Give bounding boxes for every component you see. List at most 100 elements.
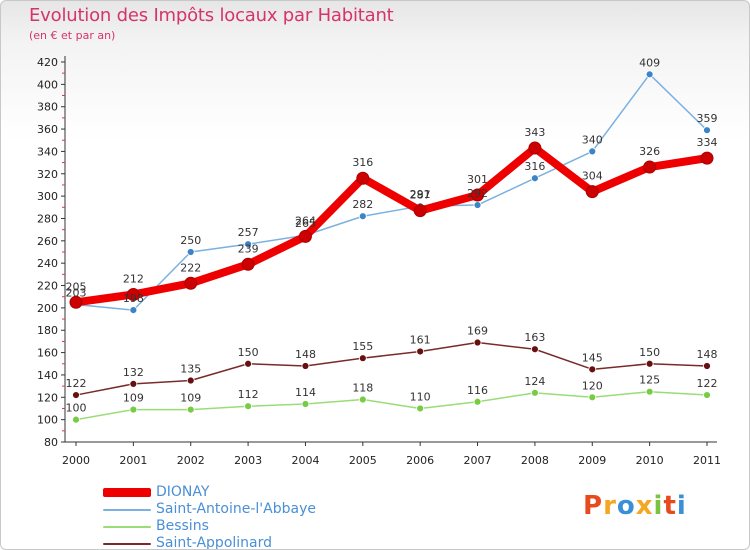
data-label-saint-antoine-l-abbaye: 198 [123,292,144,305]
y-tick-label: 380 [37,101,58,114]
data-label-saint-appolinard: 155 [352,340,373,353]
y-tick-label: 260 [37,235,58,248]
data-label-dionay: 264 [295,214,316,227]
legend-label: DIONAY [156,484,210,500]
data-label-bessins: 109 [123,392,144,405]
data-point-dionay [700,151,714,165]
chart-title: Evolution des Impôts locaux par Habitant [29,5,394,26]
series-line-saint-antoine-l-abbaye [75,73,708,311]
data-point-saint-antoine-l-abbaye [703,126,711,135]
x-tick-label: 2001 [119,454,147,467]
y-tick-label: 180 [37,324,58,337]
data-label-saint-appolinard: 132 [123,366,144,379]
data-label-bessins: 125 [639,374,660,387]
data-label-saint-appolinard: 148 [295,348,316,361]
data-point-bessins [416,404,425,413]
y-tick-label: 280 [37,212,58,225]
y-tick-label: 160 [37,347,58,360]
logo-letter: r [603,491,617,521]
x-tick-label: 2007 [464,454,492,467]
data-point-saint-appolinard [703,362,711,370]
data-label-saint-appolinard: 145 [582,351,603,364]
data-point-bessins [531,388,539,397]
legend-item: Saint-Appolinard [103,535,403,550]
data-label-saint-antoine-l-abbaye: 265 [295,217,316,230]
data-label-bessins: 124 [524,375,545,388]
data-point-saint-appolinard [244,359,252,368]
chart-data-labels: 205 212 222 239 264 316 287 301 343 304 326 334 203 1… [66,56,718,414]
data-point-saint-antoine-l-abbaye [531,174,539,183]
data-label-saint-appolinard: 122 [66,377,87,390]
data-label-saint-appolinard: 135 [180,363,201,376]
data-label-saint-appolinard: 150 [238,346,259,359]
data-point-saint-antoine-l-abbaye [129,306,138,315]
data-point-bessins [645,387,654,396]
data-point-bessins [301,400,310,408]
data-point-dionay [413,204,427,218]
data-point-saint-appolinard [645,359,654,368]
data-label-saint-appolinard: 148 [697,348,718,361]
chart-subtitle: (en € et par an) [29,29,116,42]
legend-swatch [103,509,151,511]
data-label-dionay: 304 [582,170,603,183]
data-point-dionay [69,295,83,309]
y-tick-label: 100 [37,414,58,427]
data-point-saint-antoine-l-abbaye [358,212,367,221]
data-label-bessins: 122 [697,377,718,390]
y-tick-label: 240 [37,257,58,270]
data-label-dionay: 316 [352,156,373,169]
x-tick-label: 2004 [291,454,319,467]
data-label-saint-antoine-l-abbaye: 292 [467,187,488,200]
logo-letter: i [653,491,664,521]
data-point-saint-appolinard [72,391,80,399]
x-tick-label: 2002 [177,454,205,467]
data-point-saint-appolinard [588,365,597,374]
legend-item: Bessins [103,518,403,535]
data-point-bessins [129,405,138,414]
y-tick-label: 220 [37,280,58,293]
legend-label: Saint-Appolinard [156,535,273,550]
y-tick-label: 340 [37,145,58,158]
data-label-saint-antoine-l-abbaye: 250 [180,234,201,247]
logo-letter: t [663,491,677,521]
data-label-dionay: 239 [238,242,259,255]
data-label-bessins: 118 [352,382,373,395]
data-label-saint-antoine-l-abbaye: 409 [639,56,660,69]
y-tick-label: 80 [44,436,58,449]
data-label-dionay: 334 [697,136,718,149]
data-label-saint-antoine-l-abbaye: 257 [238,226,259,239]
data-label-bessins: 116 [467,384,488,397]
data-point-saint-antoine-l-abbaye [588,147,597,156]
data-point-dionay [298,229,312,243]
data-label-dionay: 326 [639,145,660,158]
data-point-bessins [473,397,482,406]
y-tick-label: 320 [37,168,58,181]
legend-item: DIONAY [103,484,403,501]
y-tick-label: 360 [37,123,58,136]
chart-axes: 80 100 120 140 160 180 200 220 240 260 280 300 320 34… [37,56,721,467]
data-point-saint-appolinard [473,338,482,347]
x-tick-label: 2000 [62,454,90,467]
data-point-dionay [356,171,370,185]
data-point-bessins [244,402,252,411]
logo-letter: P [583,491,604,521]
data-point-saint-appolinard [531,345,539,354]
data-label-saint-antoine-l-abbaye: 203 [66,287,87,300]
series-line-saint-appolinard [75,341,708,396]
data-point-dionay [184,276,198,290]
y-tick-label: 120 [37,391,58,404]
data-label-saint-appolinard: 161 [410,333,431,346]
data-point-saint-antoine-l-abbaye [473,201,482,209]
series-line-bessins [75,390,708,421]
logo-letter: i [676,491,687,521]
data-label-dionay: 301 [467,173,488,186]
data-point-saint-appolinard [301,362,310,370]
data-label-dionay: 205 [66,280,87,293]
data-point-bessins [588,393,597,402]
x-tick-label: 2003 [234,454,262,467]
data-label-bessins: 114 [295,386,316,399]
data-point-dionay [585,185,599,199]
x-tick-label: 2010 [636,454,664,467]
